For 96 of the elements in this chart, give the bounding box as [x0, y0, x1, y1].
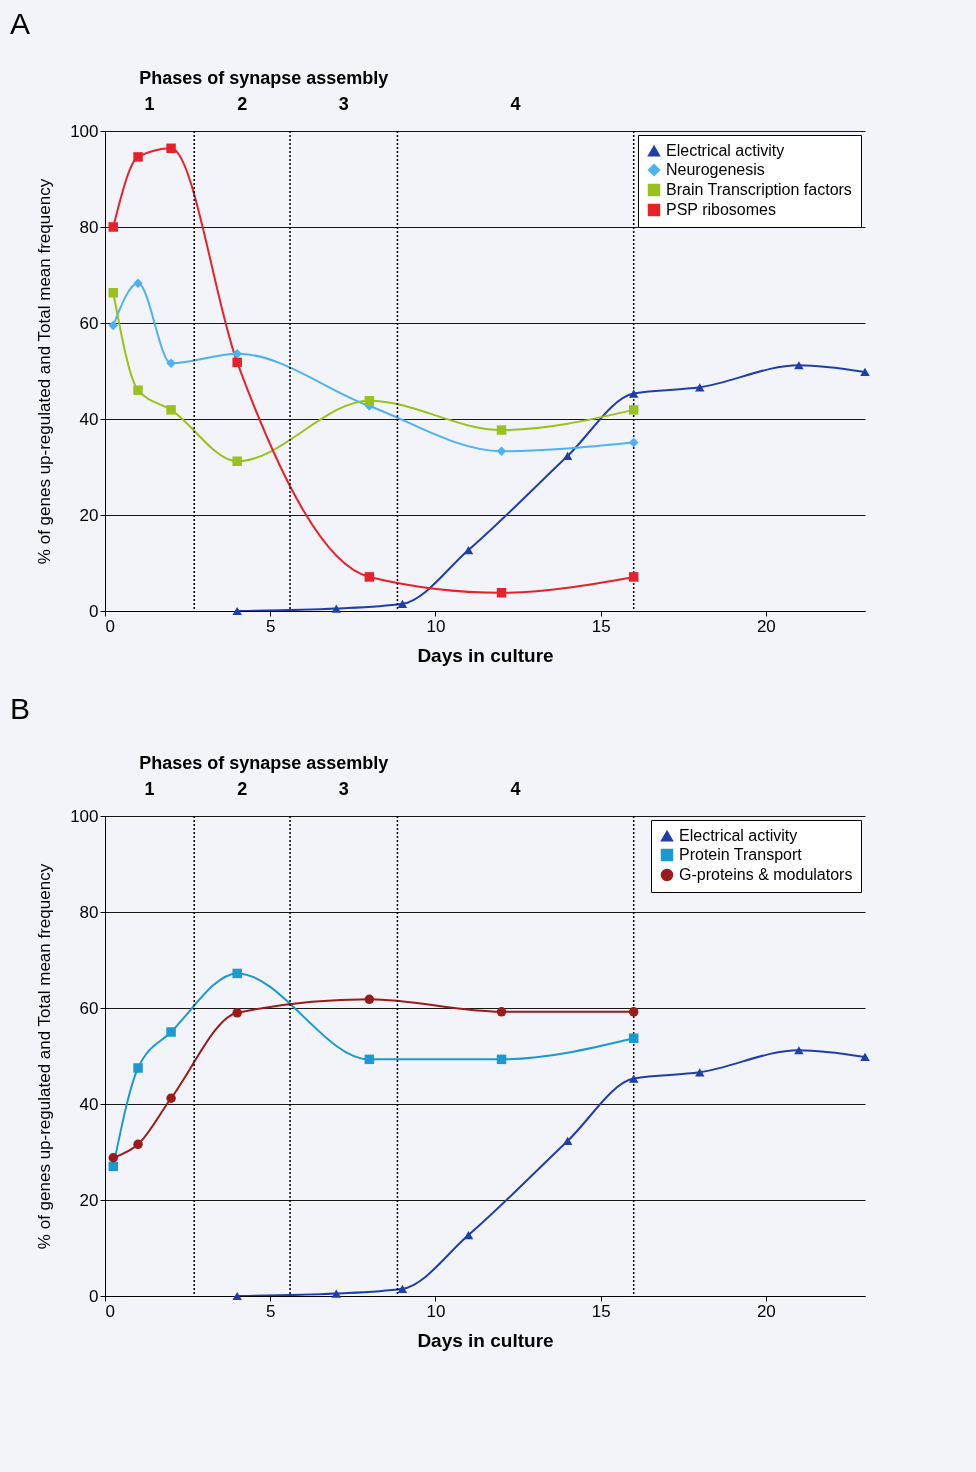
y-tick-label: 20: [79, 1190, 99, 1210]
point: [628, 389, 639, 398]
point: [860, 367, 870, 377]
x-axis-title: Days in culture: [417, 644, 554, 666]
point: [628, 405, 639, 415]
y-tick-label: 100: [70, 806, 99, 826]
y-tick-label: 40: [79, 409, 99, 429]
point: [496, 1054, 507, 1065]
point: [397, 599, 408, 608]
legend-label: PSP ribosomes: [666, 201, 776, 218]
point: [166, 143, 176, 154]
y-tick-label: 40: [79, 1094, 99, 1114]
y-tick-label: 80: [79, 217, 99, 237]
text: 1: [144, 779, 155, 799]
x-tick-label: 20: [756, 616, 776, 636]
point: [232, 968, 242, 979]
point: [108, 222, 118, 232]
point: [496, 446, 507, 456]
point: [496, 588, 507, 598]
point: [133, 1063, 143, 1073]
point: [232, 606, 242, 616]
point: [133, 152, 143, 162]
legend-label: Neurogenesis: [666, 161, 765, 178]
point: [397, 1284, 408, 1293]
text: 3: [338, 779, 349, 799]
point: [166, 405, 176, 415]
x-tick-label: 15: [591, 616, 611, 636]
text: 2: [237, 94, 248, 114]
point: [364, 994, 375, 1005]
point: [364, 1054, 375, 1065]
x-axis-title: Days in culture: [417, 1329, 554, 1351]
point: [628, 572, 639, 582]
x-tick-label: 5: [265, 616, 276, 636]
point: [695, 1068, 705, 1077]
point: [166, 1027, 176, 1037]
point: [496, 425, 507, 435]
y-tick-label: 80: [79, 902, 99, 922]
point: [232, 456, 242, 466]
y-tick-label: 20: [79, 505, 99, 525]
point: [108, 320, 118, 331]
x-tick-label: 20: [756, 1301, 776, 1321]
point: [108, 288, 118, 298]
point: [108, 1161, 118, 1172]
x-tick-label: 0: [105, 1301, 115, 1321]
x-tick-label: 10: [426, 1301, 446, 1321]
point: [628, 437, 639, 448]
point: [108, 1153, 118, 1163]
legend-label: Electrical activity: [666, 142, 785, 159]
chart-title: B: [10, 692, 31, 725]
point: [860, 1052, 870, 1062]
point: [331, 604, 342, 613]
x-tick-label: 5: [265, 1301, 276, 1321]
point: [628, 1033, 639, 1043]
point: [562, 451, 573, 461]
point: [232, 1291, 242, 1301]
point: [232, 357, 242, 368]
point: [463, 1230, 474, 1240]
y-tick-label: 60: [79, 313, 99, 333]
point: [794, 1046, 804, 1055]
point: [794, 361, 804, 370]
point: [562, 1136, 573, 1146]
point: [133, 385, 143, 395]
point: [496, 1007, 507, 1017]
y-tick-label: 60: [79, 998, 99, 1018]
point: [133, 1139, 143, 1150]
text: 4: [510, 94, 521, 114]
text: 2: [237, 779, 248, 799]
chart-title: A: [10, 7, 31, 40]
text: 4: [510, 779, 521, 799]
point: [166, 1093, 176, 1103]
x-tick-label: 10: [426, 616, 446, 636]
y-tick-label: 0: [89, 601, 99, 621]
legend-label: Electrical activity: [679, 827, 798, 844]
legend-label: G-proteins & modulators: [679, 866, 853, 883]
point: [232, 1008, 242, 1018]
point: [695, 383, 705, 392]
point: [364, 396, 375, 406]
point: [331, 1289, 342, 1298]
y-tick-label: 100: [70, 121, 99, 141]
x-tick-label: 0: [105, 616, 115, 636]
y-axis-title: % of genes up-regulated and Total mean frequency: [35, 178, 55, 565]
point: [463, 545, 474, 555]
y-axis-title: % of genes up-regulated and Total mean frequency: [35, 863, 55, 1250]
point: [364, 572, 375, 582]
text: Phases of synapse assembly: [139, 753, 389, 773]
point: [628, 1074, 639, 1083]
point: [232, 348, 242, 359]
text: 1: [144, 94, 155, 114]
legend-label: Protein Transport: [679, 846, 803, 863]
text: Phases of synapse assembly: [139, 68, 389, 88]
x-tick-label: 15: [591, 1301, 611, 1321]
point: [166, 358, 176, 369]
text: 3: [338, 94, 349, 114]
point: [628, 1007, 639, 1017]
legend-label: Brain Transcription factors: [666, 181, 852, 198]
y-tick-label: 0: [89, 1286, 99, 1306]
